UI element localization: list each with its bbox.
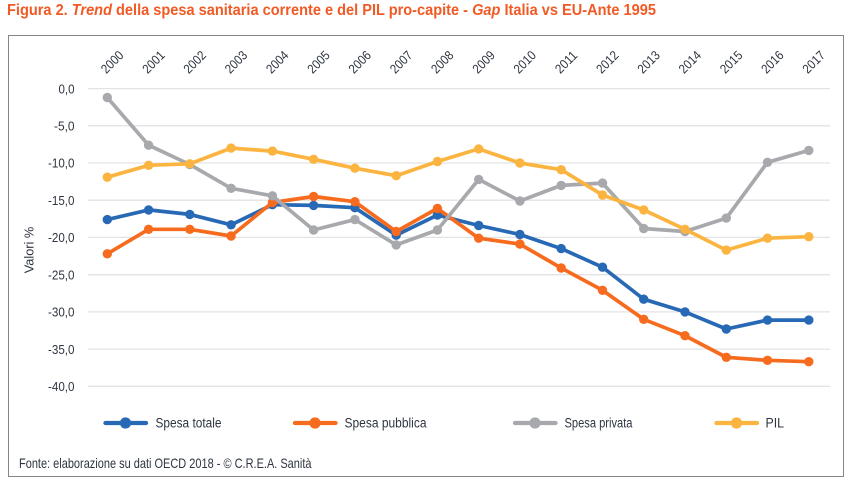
svg-text:2005: 2005 — [304, 48, 333, 77]
svg-text:2011: 2011 — [552, 48, 581, 77]
svg-text:Spesa totale: Spesa totale — [156, 416, 222, 431]
svg-text:2008: 2008 — [428, 48, 457, 77]
svg-text:2013: 2013 — [634, 48, 663, 77]
svg-text:-30,0: -30,0 — [48, 305, 75, 320]
svg-text:-40,0: -40,0 — [48, 379, 75, 394]
svg-text:2001: 2001 — [139, 48, 168, 77]
svg-text:-15,0: -15,0 — [48, 193, 75, 208]
svg-text:2010: 2010 — [510, 48, 539, 77]
svg-text:-5,0: -5,0 — [54, 119, 75, 134]
svg-text:2014: 2014 — [676, 48, 705, 77]
svg-text:-35,0: -35,0 — [48, 342, 75, 357]
svg-text:2012: 2012 — [593, 48, 622, 77]
svg-text:-25,0: -25,0 — [48, 267, 75, 282]
svg-text:2017: 2017 — [799, 48, 828, 77]
svg-text:2004: 2004 — [263, 48, 292, 77]
svg-text:0,0: 0,0 — [59, 81, 75, 96]
svg-text:2016: 2016 — [758, 48, 787, 77]
svg-text:2003: 2003 — [222, 48, 251, 77]
svg-text:2002: 2002 — [180, 48, 209, 77]
svg-text:-20,0: -20,0 — [48, 230, 75, 245]
svg-text:2000: 2000 — [98, 48, 127, 77]
svg-text:PIL: PIL — [766, 416, 785, 431]
svg-text:2009: 2009 — [469, 48, 498, 77]
svg-text:Spesa privata: Spesa privata — [565, 416, 633, 431]
svg-text:2015: 2015 — [717, 48, 746, 77]
svg-text:2006: 2006 — [345, 48, 374, 77]
svg-text:Valori %: Valori % — [22, 226, 37, 273]
svg-text:Fonte: elaborazione su dati OE: Fonte: elaborazione su dati OECD 2018 - … — [19, 455, 312, 471]
svg-text:Spesa pubblica: Spesa pubblica — [345, 416, 427, 431]
svg-text:-10,0: -10,0 — [48, 156, 75, 171]
svg-text:2007: 2007 — [387, 48, 416, 77]
